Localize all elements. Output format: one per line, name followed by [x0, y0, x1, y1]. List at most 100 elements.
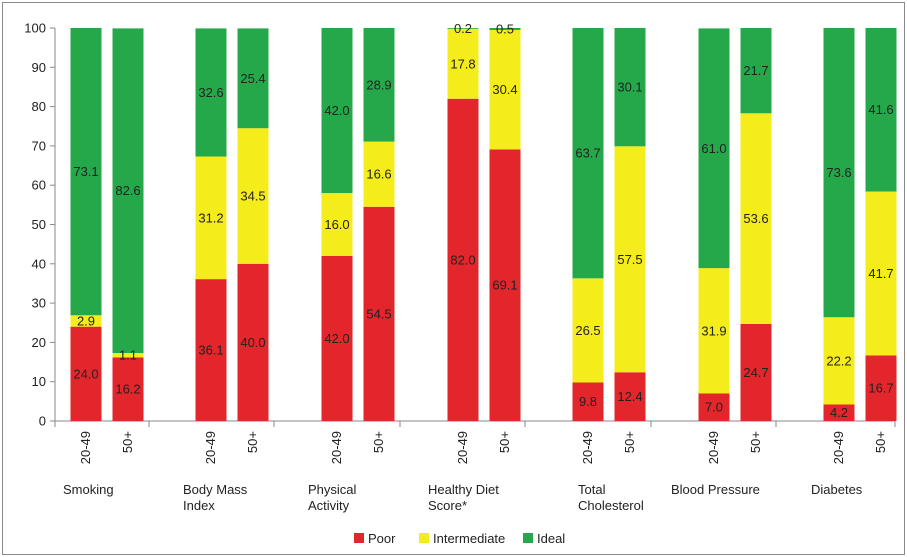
data-label: 1.1: [119, 348, 137, 363]
data-label: 28.9: [366, 77, 391, 92]
bar-segment-ideal: [489, 28, 521, 30]
data-label: 16.2: [115, 382, 140, 397]
data-label: 21.7: [743, 63, 768, 78]
legend-swatch-ideal: [523, 533, 533, 543]
bar-segment-intermediate: [823, 317, 855, 405]
bar-segment-intermediate: [698, 268, 730, 394]
bar-segment-poor: [614, 372, 646, 421]
bar-segment-poor: [112, 357, 144, 421]
data-label: 54.5: [366, 306, 391, 321]
y-tick-label: 30: [32, 296, 46, 311]
bar-segment-ideal: [823, 28, 855, 318]
data-label: 31.9: [701, 323, 726, 338]
bar-segment-intermediate: [363, 141, 395, 207]
x-category-label: 20-49: [706, 431, 721, 464]
data-label: 24.0: [73, 366, 98, 381]
bar-segment-ideal: [70, 28, 102, 316]
data-label: 4.2: [830, 405, 848, 420]
y-tick-label: 50: [32, 217, 46, 232]
legend-swatch-poor: [354, 533, 364, 543]
bar-segment-intermediate: [321, 193, 353, 256]
data-label: 16.7: [868, 381, 893, 396]
bar-segment-poor: [195, 279, 227, 421]
x-category-label: 50+: [873, 431, 888, 453]
data-label: 82.0: [450, 252, 475, 267]
bar-segment-poor: [865, 355, 897, 421]
y-tick-label: 60: [32, 178, 46, 193]
group-labels: Smoking Body Mass Index Physical Activity Hea…: [63, 482, 863, 513]
y-tick-label: 0: [39, 414, 46, 429]
data-label: 73.6: [826, 165, 851, 180]
bar-segment-ideal: [447, 28, 479, 29]
x-category-label: 50+: [497, 431, 512, 453]
data-label: 41.7: [868, 266, 893, 281]
legend-label-ideal: Ideal: [537, 531, 565, 546]
data-label: 9.8: [579, 394, 597, 409]
bars: [70, 28, 897, 422]
data-label: 42.0: [324, 103, 349, 118]
group-label: Total Cholesterol: [578, 482, 644, 513]
data-label: 2.9: [77, 313, 95, 328]
bar-segment-intermediate: [70, 315, 102, 327]
x-category-label: 20-49: [831, 431, 846, 464]
y-tick-label: 40: [32, 256, 46, 271]
bar-segment-poor: [363, 206, 395, 421]
data-label: 17.8: [450, 56, 475, 71]
stacked-bar-chart: 0 10 20 30 40 50 60 70 80 90 100 24.0 2.9 73.1 16.2 1.…: [24, 21, 897, 546]
axes: 0 10 20 30 40 50 60 70 80 90 100: [24, 21, 896, 429]
bar-segment-ideal: [195, 28, 227, 157]
data-label: 41.6: [868, 102, 893, 117]
x-category-label: 20-49: [78, 431, 93, 464]
data-label: 73.1: [73, 164, 98, 179]
legend: Poor Intermediate Ideal: [354, 531, 565, 546]
y-tick-label: 20: [32, 335, 46, 350]
data-label: 7.0: [705, 400, 723, 415]
data-label: 0.2: [454, 21, 472, 36]
group-label: Blood Pressure: [671, 482, 760, 497]
x-category-labels: 20-49 50+ 20-49 50+ 20-49 50+ 20-49 50+ 20-49 50+…: [78, 431, 888, 464]
data-label: 40.0: [240, 335, 265, 350]
bar-segment-intermediate: [447, 28, 479, 99]
data-label: 34.5: [240, 189, 265, 204]
bar-segment-poor: [70, 326, 102, 421]
data-labels: 24.0 2.9 73.1 16.2 1.1 82.6 36.1 31.2 32.6 40.0 34…: [73, 21, 893, 420]
y-tick-label: 10: [32, 374, 46, 389]
group-label: Physical Activity: [308, 482, 357, 513]
x-category-label: 20-49: [580, 431, 595, 464]
data-label: 24.7: [743, 365, 768, 380]
data-label: 0.5: [496, 21, 514, 36]
data-label: 30.1: [617, 80, 642, 95]
bar-segment-intermediate: [614, 146, 646, 373]
x-category-label: 50+: [748, 431, 763, 453]
bar-segment-intermediate: [195, 156, 227, 280]
bar-segment-intermediate: [865, 191, 897, 356]
data-label: 53.6: [743, 211, 768, 226]
bar-segment-ideal: [363, 28, 395, 142]
legend-label-intermediate: Intermediate: [433, 531, 505, 546]
x-category-label: 50+: [622, 431, 637, 453]
data-label: 30.4: [492, 82, 517, 97]
data-label: 63.7: [575, 146, 600, 161]
data-label: 36.1: [198, 343, 223, 358]
group-label: Smoking: [63, 482, 114, 497]
data-label: 57.5: [617, 252, 642, 267]
x-category-label: 50+: [245, 431, 260, 453]
bar-segment-intermediate: [112, 353, 144, 358]
bar-segment-ideal: [865, 28, 897, 192]
data-label: 12.4: [617, 389, 642, 404]
data-label: 42.0: [324, 331, 349, 346]
bar-segment-intermediate: [237, 128, 269, 264]
group-label: Body Mass Index: [183, 482, 248, 513]
bar-segment-poor: [572, 382, 604, 421]
bar-segment-poor: [321, 255, 353, 421]
x-category-label: 50+: [120, 431, 135, 453]
bar-segment-poor: [698, 393, 730, 421]
group-label: Healthy Diet Score*: [428, 482, 499, 513]
bar-segment-intermediate: [572, 278, 604, 383]
bar-segment-poor: [237, 263, 269, 421]
data-label: 16.0: [324, 217, 349, 232]
legend-swatch-intermediate: [419, 533, 429, 543]
x-category-label: 20-49: [203, 431, 218, 464]
data-label: 32.6: [198, 85, 223, 100]
bar-segment-intermediate: [489, 29, 521, 150]
